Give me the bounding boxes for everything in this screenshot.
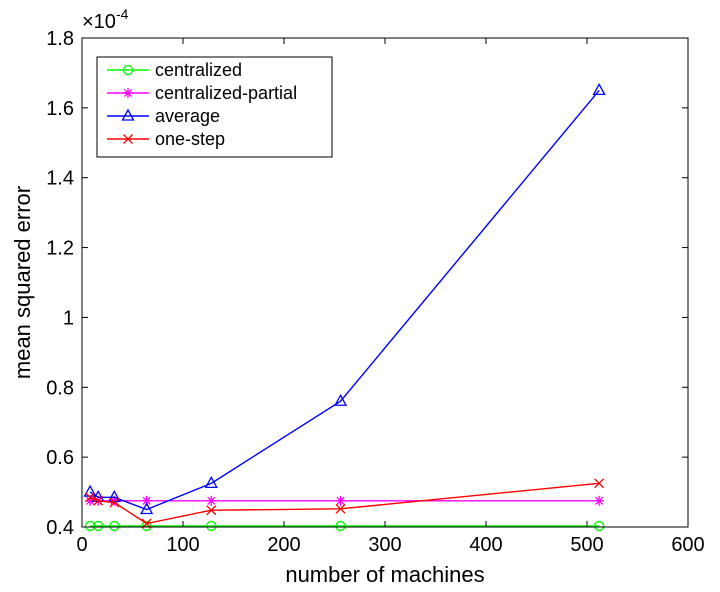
data-point-s0-p6-shape bbox=[593, 520, 605, 532]
data-point-s1-p3-stroke-d bbox=[142, 496, 151, 505]
legend-marker-3 bbox=[123, 134, 133, 144]
x-tick-label: 0 bbox=[76, 534, 87, 556]
legend-marker-1-stroke-d bbox=[123, 88, 133, 98]
legend-marker-0-shape bbox=[122, 64, 134, 76]
legend-label: centralized-partial bbox=[155, 83, 297, 103]
y-tick-label: 1.8 bbox=[46, 28, 74, 50]
data-point-s0-p0-shape bbox=[84, 520, 96, 532]
data-point-s3-p5-stroke-b bbox=[335, 503, 346, 514]
data-point-s3-p1 bbox=[93, 495, 104, 506]
plot-area bbox=[83, 83, 606, 532]
legend-marker-3-stroke-b bbox=[123, 134, 133, 144]
x-tick-label: 300 bbox=[368, 534, 401, 556]
y-tick-label: 0.6 bbox=[46, 447, 74, 469]
data-point-s2-p4 bbox=[204, 475, 218, 488]
data-point-s2-p4-shape bbox=[204, 475, 218, 488]
data-point-s2-p6 bbox=[592, 83, 606, 96]
data-point-s3-p4-stroke-b bbox=[206, 505, 217, 516]
data-point-s0-p2 bbox=[109, 520, 120, 532]
legend-label: average bbox=[155, 106, 220, 126]
data-point-s0-p1-shape bbox=[93, 520, 104, 532]
data-point-s3-p4 bbox=[206, 505, 217, 516]
legend-label: centralized bbox=[155, 60, 242, 80]
data-point-s2-p0 bbox=[83, 484, 97, 497]
data-point-s0-p1 bbox=[93, 520, 104, 532]
data-point-s2-p5 bbox=[333, 393, 348, 406]
data-point-s2-p2-shape bbox=[107, 489, 121, 502]
data-point-s1-p5-stroke-d bbox=[336, 496, 345, 505]
y-tick-label: 1.4 bbox=[46, 168, 74, 190]
x-tick-label: 100 bbox=[166, 534, 199, 556]
data-point-s0-p3 bbox=[141, 520, 152, 532]
data-point-s1-p6-stroke-d bbox=[595, 496, 604, 505]
data-point-s3-p5 bbox=[335, 503, 346, 514]
y-tick-label: 1.6 bbox=[46, 98, 74, 120]
x-tick-label: 500 bbox=[570, 534, 603, 556]
data-point-s0-p5 bbox=[335, 520, 346, 532]
data-point-s0-p0 bbox=[84, 520, 96, 532]
data-point-s3-p1-stroke-b bbox=[93, 495, 104, 506]
data-point-s2-p5-shape bbox=[333, 393, 348, 406]
data-point-s0-p2-shape bbox=[109, 520, 120, 532]
y-tick-label: 0.4 bbox=[46, 517, 74, 539]
legend-marker-2 bbox=[121, 108, 135, 121]
data-point-s2-p2 bbox=[107, 489, 121, 502]
data-point-s3-p0 bbox=[85, 492, 96, 503]
data-point-s2-p3 bbox=[140, 502, 154, 515]
legend-label: one-step bbox=[155, 129, 225, 149]
data-point-s1-p3 bbox=[141, 495, 152, 506]
legend-marker-2-shape bbox=[121, 108, 135, 121]
data-point-s2-p0-shape bbox=[83, 484, 97, 497]
y-tick-label: 1 bbox=[63, 307, 74, 329]
legend-marker-1 bbox=[123, 88, 133, 98]
legend: centralized centralized-partial average one… bbox=[96, 56, 333, 158]
y-tick-label: 0.8 bbox=[46, 377, 74, 399]
legend-box bbox=[96, 56, 333, 158]
legend-marker-0 bbox=[122, 64, 134, 76]
y-exponent-base: ×10 bbox=[82, 11, 116, 33]
x-axis-label: number of machines bbox=[285, 562, 484, 587]
data-point-s3-p2 bbox=[109, 497, 120, 508]
data-point-s2-p6-shape bbox=[592, 83, 606, 96]
data-point-s0-p4 bbox=[206, 520, 217, 532]
data-point-s0-p3-shape bbox=[141, 520, 152, 532]
data-point-s1-p4-stroke-d bbox=[207, 496, 216, 505]
data-point-s0-p4-shape bbox=[206, 520, 217, 532]
y-exponent-power: -4 bbox=[116, 6, 129, 22]
data-point-s1-p4 bbox=[206, 495, 217, 506]
series-line-2 bbox=[89, 89, 600, 511]
data-point-s1-p6 bbox=[594, 495, 605, 506]
x-tick-label: 400 bbox=[469, 534, 502, 556]
data-point-s0-p6 bbox=[593, 520, 605, 532]
data-point-s3-p2-stroke-b bbox=[109, 497, 120, 508]
data-point-s2-p3-shape bbox=[140, 502, 154, 515]
data-point-s0-p5-shape bbox=[335, 520, 346, 532]
data-point-s3-p6-stroke-b bbox=[594, 478, 605, 489]
data-point-s3-p6 bbox=[594, 478, 605, 489]
data-point-s3-p0-stroke-b bbox=[85, 492, 96, 503]
x-tick-label: 600 bbox=[671, 534, 704, 556]
axes: 0 100 200 300 400 500 600 0.4 0.6 0.8 1 1.2 1.4 1.6 1.… bbox=[10, 6, 705, 587]
x-tick-label: 200 bbox=[267, 534, 300, 556]
y-axis-label: mean squared error bbox=[10, 186, 35, 379]
data-point-s1-p5 bbox=[335, 495, 346, 506]
y-exponent-label: ×10-4 bbox=[82, 6, 129, 33]
y-tick-label: 1.2 bbox=[46, 238, 74, 260]
